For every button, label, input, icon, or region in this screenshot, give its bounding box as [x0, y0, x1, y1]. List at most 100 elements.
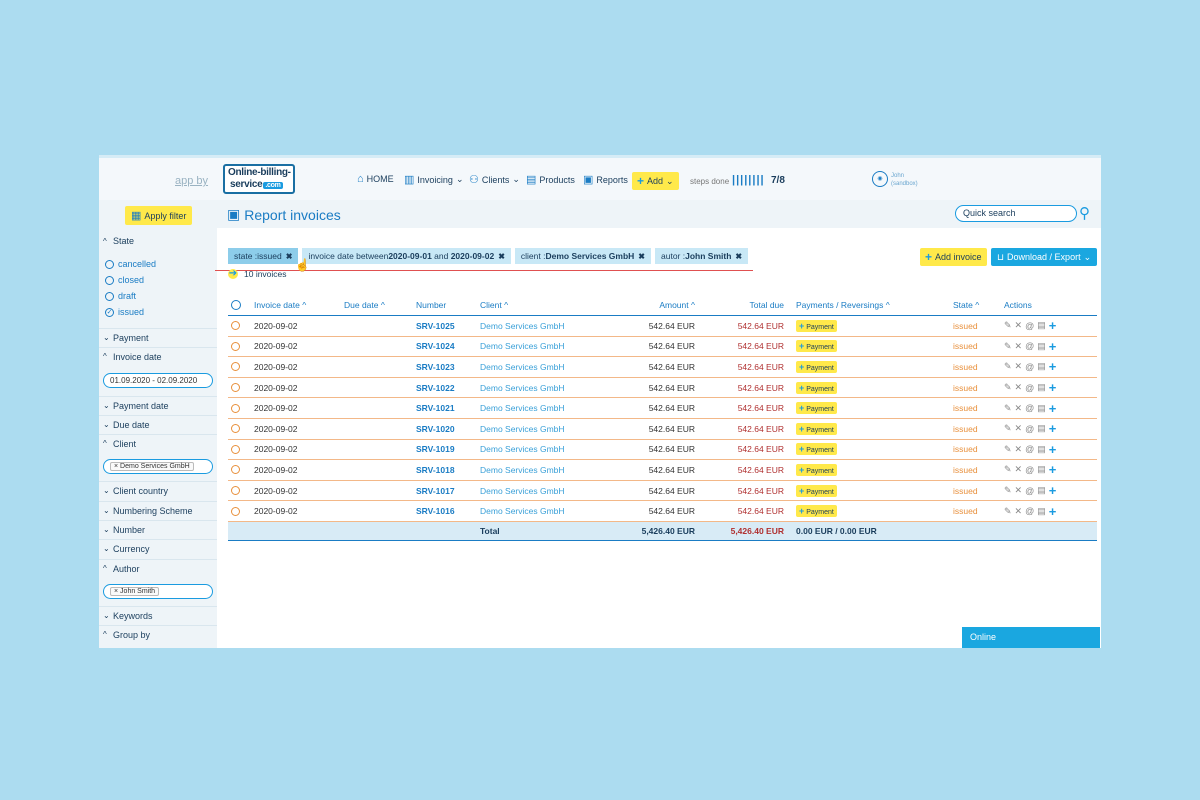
row-checkbox[interactable] — [231, 362, 240, 372]
section-state[interactable]: ^ State — [99, 232, 217, 250]
section-client-country[interactable]: ⌄ Client country — [99, 481, 217, 499]
section-payment-date[interactable]: ⌄ Payment date — [99, 396, 217, 414]
nav-reports[interactable]: ▣ Reports — [583, 173, 628, 186]
add-payment-button[interactable]: + Payment — [796, 422, 837, 435]
row-checkbox[interactable] — [231, 341, 240, 351]
filter-chip-invoice-date[interactable]: invoice date between 2020-09-01 and 2020… — [302, 248, 511, 264]
email-icon[interactable]: @ — [1025, 444, 1035, 455]
select-all-checkbox[interactable] — [231, 300, 241, 310]
row-checkbox[interactable] — [231, 424, 240, 434]
section-due-date[interactable]: ⌄ Due date — [99, 415, 217, 433]
steps-progress[interactable]: |||||||| — [732, 174, 765, 186]
add-payment-button[interactable]: + Payment — [796, 463, 837, 476]
add-menu-button[interactable]: + Add ⌄ — [632, 172, 679, 190]
row-number-link[interactable]: SRV-1020 — [416, 423, 455, 434]
nav-invoicing[interactable]: ▥ Invoicing ⌄ — [404, 173, 463, 186]
row-number-link[interactable]: SRV-1019 — [416, 444, 455, 455]
pdf-icon[interactable]: ▤ — [1037, 320, 1046, 331]
edit-icon[interactable]: ✎ — [1004, 340, 1012, 351]
pdf-icon[interactable]: ▤ — [1037, 464, 1046, 475]
row-checkbox[interactable] — [231, 403, 240, 413]
add-payment-button[interactable]: + Payment — [796, 381, 837, 394]
cancel-icon[interactable]: ✕ — [1014, 382, 1023, 393]
filter-chip-client[interactable]: client : Demo Services GmbH ✖ — [514, 248, 651, 264]
section-number[interactable]: ⌄ Number — [99, 520, 217, 538]
col-state[interactable]: State ^ — [953, 300, 979, 310]
section-author[interactable]: ^ Author — [99, 559, 217, 577]
client-tag[interactable]: × Demo Services GmbH — [110, 462, 194, 471]
col-due-date[interactable]: Due date ^ — [344, 300, 385, 310]
row-client-link[interactable]: Demo Services GmbH — [480, 506, 565, 517]
nav-products[interactable]: ▤ Products — [526, 173, 575, 186]
table-row[interactable]: 2020-09-02 SRV-1018 Demo Services GmbH 542.… — [228, 460, 1097, 481]
pdf-icon[interactable]: ▤ — [1037, 361, 1046, 372]
row-checkbox[interactable] — [231, 486, 240, 496]
table-row[interactable]: 2020-09-02 SRV-1019 Demo Services GmbH 542.… — [228, 440, 1097, 461]
row-number-link[interactable]: SRV-1021 — [416, 403, 455, 414]
invoice-date-range-field[interactable]: 01.09.2020 - 02.09.2020 — [103, 373, 213, 388]
pdf-icon[interactable]: ▤ — [1037, 382, 1046, 393]
add-icon[interactable]: + — [1048, 441, 1057, 457]
cancel-icon[interactable]: ✕ — [1014, 320, 1023, 331]
section-numbering-scheme[interactable]: ⌄ Numbering Scheme — [99, 501, 217, 519]
add-icon[interactable]: + — [1048, 503, 1057, 519]
table-row[interactable]: 2020-09-02 SRV-1017 Demo Services GmbH 542.… — [228, 481, 1097, 502]
add-icon[interactable]: + — [1048, 400, 1057, 416]
edit-icon[interactable]: ✎ — [1004, 464, 1012, 475]
row-number-link[interactable]: SRV-1018 — [416, 464, 455, 475]
edit-icon[interactable]: ✎ — [1004, 505, 1012, 516]
edit-icon[interactable]: ✎ — [1004, 382, 1012, 393]
row-client-link[interactable]: Demo Services GmbH — [480, 423, 565, 434]
add-payment-button[interactable]: + Payment — [796, 340, 837, 353]
cancel-icon[interactable]: ✕ — [1014, 340, 1023, 351]
section-group-by[interactable]: ^ Group by — [99, 625, 217, 643]
add-icon[interactable]: + — [1048, 380, 1057, 396]
pdf-icon[interactable]: ▤ — [1037, 485, 1046, 496]
email-icon[interactable]: @ — [1025, 382, 1035, 393]
row-number-link[interactable]: SRV-1016 — [416, 506, 455, 517]
table-row[interactable]: 2020-09-02 SRV-1022 Demo Services GmbH 542.… — [228, 377, 1097, 399]
row-number-link[interactable]: SRV-1024 — [416, 341, 455, 352]
edit-icon[interactable]: ✎ — [1004, 402, 1012, 413]
email-icon[interactable]: @ — [1025, 423, 1035, 434]
row-client-link[interactable]: Demo Services GmbH — [480, 341, 565, 352]
row-client-link[interactable]: Demo Services GmbH — [480, 382, 565, 393]
col-amount[interactable]: Amount ^ — [628, 300, 695, 310]
add-payment-button[interactable]: + Payment — [796, 484, 837, 497]
row-client-link[interactable]: Demo Services GmbH — [480, 403, 565, 414]
cancel-icon[interactable]: ✕ — [1014, 402, 1023, 413]
section-invoice-date[interactable]: ^ Invoice date — [99, 347, 217, 365]
pdf-icon[interactable]: ▤ — [1037, 340, 1046, 351]
row-client-link[interactable]: Demo Services GmbH — [480, 444, 565, 455]
nav-home[interactable]: ⌂ HOME — [357, 173, 394, 185]
user-menu[interactable]: John (sandbox) — [891, 172, 918, 188]
email-icon[interactable]: @ — [1025, 485, 1035, 496]
email-icon[interactable]: @ — [1025, 506, 1035, 517]
col-invoice-date[interactable]: Invoice date ^ — [254, 300, 306, 310]
close-icon[interactable]: ✖ — [735, 251, 743, 261]
table-row[interactable]: 2020-09-02 SRV-1016 Demo Services GmbH 542.… — [228, 501, 1097, 522]
edit-icon[interactable]: ✎ — [1004, 361, 1012, 372]
section-currency[interactable]: ⌄ Currency — [99, 539, 217, 557]
close-icon[interactable]: ✖ — [498, 251, 505, 261]
row-number-link[interactable]: SRV-1017 — [416, 485, 455, 496]
email-icon[interactable]: @ — [1025, 320, 1035, 331]
chat-status[interactable]: Online — [962, 627, 1100, 648]
cancel-icon[interactable]: ✕ — [1014, 505, 1023, 516]
add-icon[interactable]: + — [1048, 462, 1057, 478]
close-icon[interactable]: ✖ — [285, 251, 293, 261]
state-option-draft[interactable]: draft — [105, 291, 136, 301]
add-payment-button[interactable]: + Payment — [796, 319, 837, 332]
cancel-icon[interactable]: ✕ — [1014, 361, 1023, 372]
table-row[interactable]: 2020-09-02 SRV-1020 Demo Services GmbH 542.… — [228, 418, 1097, 440]
col-payments[interactable]: Payments / Reversings ^ — [796, 300, 890, 310]
filter-chip-state[interactable]: state : issued ✖ — [228, 248, 299, 264]
edit-icon[interactable]: ✎ — [1004, 485, 1012, 496]
add-icon[interactable]: + — [1048, 318, 1057, 334]
avatar-icon[interactable]: ◉ — [872, 171, 888, 187]
quick-search-input[interactable]: Quick search — [955, 205, 1077, 222]
filter-chip-autor[interactable]: autor : John Smith ✖ — [655, 248, 749, 264]
email-icon[interactable]: @ — [1025, 361, 1035, 372]
search-icon[interactable]: ⚲ — [1079, 205, 1090, 222]
add-payment-button[interactable]: + Payment — [796, 360, 837, 373]
